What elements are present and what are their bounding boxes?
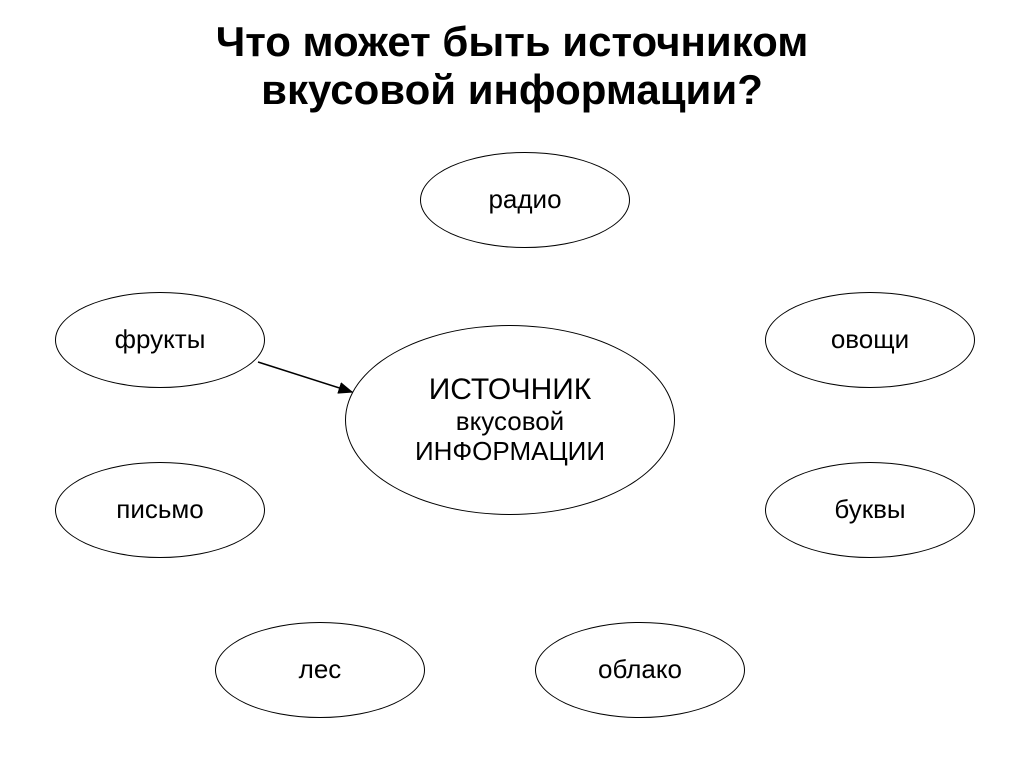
node-oblako: облако (535, 622, 745, 718)
node-label: облако (598, 655, 682, 685)
node-les: лес (215, 622, 425, 718)
node-ovoshi: овощи (765, 292, 975, 388)
node-label: письмо (116, 495, 203, 525)
node-pismo: письмо (55, 462, 265, 558)
node-label: лес (299, 655, 342, 685)
center-line-2: вкусовой (456, 407, 564, 437)
node-label: овощи (831, 325, 909, 355)
node-label: буквы (834, 495, 905, 525)
node-bukvy: буквы (765, 462, 975, 558)
edge-frukty-center (258, 362, 352, 392)
diagram-canvas: ИСТОЧНИК вкусовой ИНФОРМАЦИИ радио фрукты… (0, 0, 1024, 767)
center-line-1: ИСТОЧНИК (429, 373, 592, 408)
center-node: ИСТОЧНИК вкусовой ИНФОРМАЦИИ (345, 325, 675, 515)
center-line-3: ИНФОРМАЦИИ (415, 437, 605, 467)
node-label: фрукты (115, 325, 206, 355)
node-frukty: фрукты (55, 292, 265, 388)
node-label: радио (488, 185, 561, 215)
node-radio: радио (420, 152, 630, 248)
